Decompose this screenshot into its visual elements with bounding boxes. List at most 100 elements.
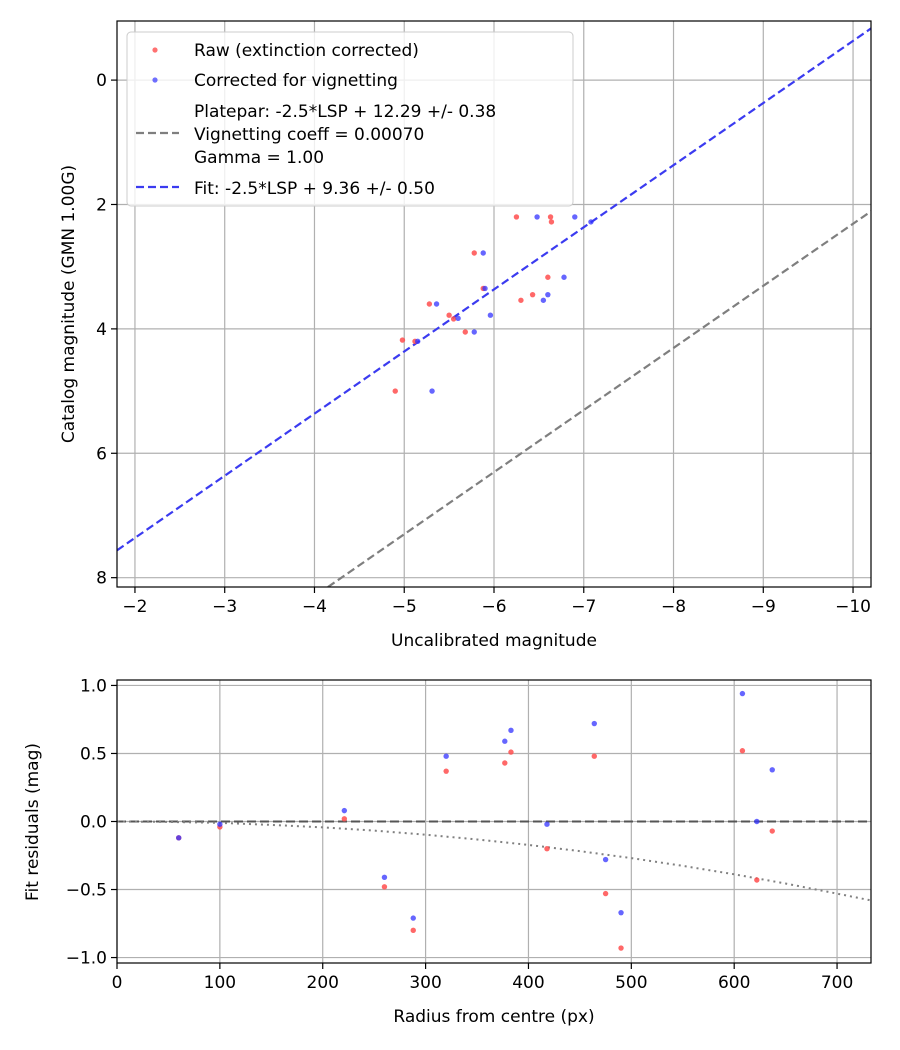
corrected-point (602, 856, 609, 863)
platepar-line (327, 210, 871, 587)
bottom-y-ticks: −1.0 −0.5 0.0 0.5 1.0 (66, 676, 117, 969)
bottom-x-ticks: 0 100 200 300 400 500 600 700 (112, 963, 853, 993)
magnitude-calibration-chart: −2 −3 −4 −5 −6 −7 −8 −9 −10 0 2 4 6 8 Uncalibrated m… (59, 20, 872, 651)
x-tick-label: 500 (615, 973, 647, 993)
y-tick-label: −0.5 (66, 881, 107, 901)
corrected-point (487, 312, 494, 318)
legend-platepar-label: Platepar: -2.5*LSP + 12.29 +/- 0.38 (194, 102, 496, 122)
raw-point (529, 291, 536, 298)
raw-point (450, 316, 457, 322)
corrected-point (618, 909, 624, 916)
legend-vignetting-label: Vignetting coeff = 0.00070 (194, 125, 424, 145)
raw-point (754, 877, 760, 883)
fit-line (117, 27, 871, 552)
y-tick-label: 1.0 (80, 676, 107, 696)
raw-point (341, 816, 348, 822)
raw-point (471, 250, 477, 256)
corrected-point (341, 807, 348, 814)
x-tick-label: −7 (571, 597, 596, 617)
raw-point (769, 828, 775, 834)
corrected-point (502, 738, 508, 744)
top-fit-lines (117, 27, 871, 587)
corrected-point (455, 315, 461, 322)
top-y-ticks: 0 2 4 6 8 (96, 71, 117, 589)
corrected-point (508, 727, 514, 734)
legend-box (126, 31, 574, 207)
legend-raw-label: Raw (extinction corrected) (194, 41, 419, 61)
top-x-ticks: −2 −3 −4 −5 −6 −7 −8 −9 −10 (122, 587, 871, 617)
vignetting-curve (117, 820, 871, 902)
x-tick-label: 600 (718, 973, 750, 993)
raw-point (739, 748, 746, 754)
corrected-point (429, 388, 435, 394)
raw-point (462, 329, 468, 335)
corrected-point (545, 291, 551, 298)
corrected-point (588, 219, 594, 225)
legend-corrected-label: Corrected for vignetting (194, 71, 398, 91)
raw-point (426, 301, 433, 307)
residuals-chart: 0 100 200 300 400 500 600 700 −1.0 −0.5 0.0 0.5 1.0… (23, 676, 872, 1027)
legend: Raw (extinction corrected) Corrected for… (126, 31, 574, 207)
raw-point (591, 753, 597, 759)
raw-point (545, 274, 551, 280)
corrected-point (443, 753, 449, 759)
y-tick-label: 0 (96, 71, 107, 91)
x-tick-label: −3 (212, 597, 237, 617)
corrected-point (754, 818, 760, 825)
corrected-point (415, 338, 421, 345)
bottom-y-axis-label: Fit residuals (mag) (23, 743, 43, 901)
y-tick-label: 6 (96, 444, 107, 464)
legend-raw-marker (152, 47, 158, 53)
corrected-point (410, 915, 416, 921)
raw-point (602, 890, 609, 897)
x-tick-label: −9 (751, 597, 776, 617)
corrected-point (534, 214, 540, 220)
corrected-point (176, 835, 182, 841)
legend-fit-label: Fit: -2.5*LSP + 9.36 +/- 0.50 (194, 179, 435, 199)
raw-point (548, 219, 555, 225)
y-tick-label: 0.5 (80, 744, 107, 764)
legend-gamma-label: Gamma = 1.00 (194, 148, 324, 168)
corrected-point (591, 720, 597, 727)
x-tick-label: −2 (122, 597, 147, 617)
top-points (392, 214, 594, 394)
raw-point (410, 927, 416, 934)
corrected-point (540, 297, 547, 303)
corrected-point (544, 821, 550, 827)
corrected-point (471, 329, 477, 335)
corrected-point (739, 690, 746, 697)
x-tick-label: −8 (661, 597, 686, 617)
raw-point (544, 846, 550, 852)
corrected-point (561, 274, 567, 280)
raw-point (547, 214, 554, 220)
bottom-grid (116, 680, 871, 963)
x-tick-label: −4 (302, 597, 327, 617)
legend-corrected-marker (152, 77, 158, 83)
bottom-reference-lines (117, 820, 871, 902)
raw-point (513, 214, 520, 220)
raw-point (399, 337, 406, 343)
raw-point (381, 884, 388, 890)
corrected-point (769, 767, 775, 773)
x-tick-label: 400 (512, 973, 544, 993)
x-tick-label: 0 (112, 973, 123, 993)
y-tick-label: 4 (96, 320, 107, 340)
x-tick-label: 300 (409, 973, 441, 993)
y-tick-label: 8 (96, 569, 107, 589)
bottom-x-axis-label: Radius from centre (px) (393, 1007, 594, 1027)
raw-point (518, 297, 524, 303)
x-tick-label: 700 (821, 973, 853, 993)
corrected-point (381, 874, 388, 880)
raw-point (502, 760, 508, 766)
y-tick-label: −1.0 (66, 949, 107, 969)
bottom-points (176, 690, 775, 951)
corrected-point (217, 821, 223, 827)
top-x-axis-label: Uncalibrated magnitude (391, 631, 597, 651)
x-tick-label: −6 (481, 597, 506, 617)
raw-point (446, 312, 452, 318)
raw-point (392, 388, 398, 394)
y-tick-label: 2 (96, 195, 107, 215)
corrected-point (480, 250, 486, 256)
corrected-point (433, 301, 440, 307)
